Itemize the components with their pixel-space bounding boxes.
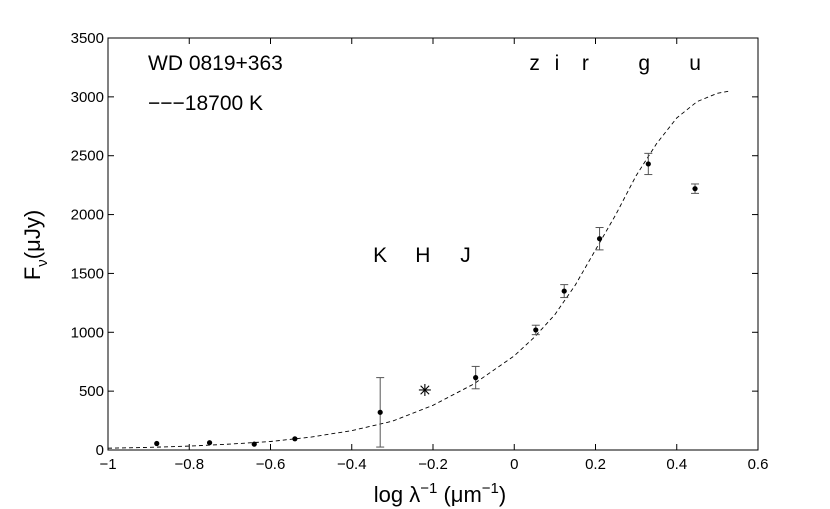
band-label-u: u bbox=[689, 52, 701, 75]
data-point bbox=[561, 288, 567, 294]
y-tick-label: 500 bbox=[79, 383, 104, 400]
data-point bbox=[533, 327, 539, 333]
band-label-g: g bbox=[638, 52, 650, 75]
band-label-z: z bbox=[529, 52, 540, 75]
x-tick-label: 0 bbox=[510, 456, 518, 473]
data-point bbox=[377, 409, 383, 415]
x-tick-label: −0.6 bbox=[256, 456, 286, 473]
data-points-layer bbox=[154, 152, 700, 448]
y-axis-title-sub: ν bbox=[34, 259, 51, 267]
x-axis-title-sup: −1 bbox=[420, 480, 437, 497]
band-label-r: r bbox=[582, 52, 589, 75]
band-label-H: H bbox=[415, 244, 430, 267]
y-tick-label: 2500 bbox=[71, 148, 104, 165]
x-tick-label: 0.4 bbox=[666, 456, 687, 473]
star-marker-stroke bbox=[420, 385, 430, 395]
band-labels-layer: z i r g u K H J bbox=[373, 52, 701, 267]
star-marker bbox=[418, 383, 431, 396]
band-label-J: J bbox=[460, 244, 471, 267]
band-label-i: i bbox=[555, 52, 560, 75]
data-point bbox=[473, 375, 479, 381]
x-tick-label: −1 bbox=[99, 456, 116, 473]
x-tick-label: 0.2 bbox=[585, 456, 606, 473]
data-point bbox=[596, 236, 603, 242]
data-point bbox=[251, 441, 257, 447]
x-tick-label: −0.2 bbox=[418, 456, 448, 473]
data-point bbox=[206, 440, 213, 446]
x-axis-title-unit-open: (μm bbox=[437, 482, 481, 507]
model-curve-line bbox=[107, 90, 730, 449]
x-axis-title: log λ−1 (μm−1) bbox=[374, 480, 506, 507]
data-point bbox=[154, 440, 160, 447]
data-point bbox=[645, 161, 651, 167]
data-point bbox=[292, 436, 298, 442]
x-axis-title-base: log λ bbox=[374, 482, 420, 507]
x-tick-label: −0.8 bbox=[174, 456, 204, 473]
model-curve-layer bbox=[107, 90, 730, 449]
data-point bbox=[692, 186, 698, 192]
band-label-K: K bbox=[373, 244, 387, 267]
y-axis-title-unit: (μJy) bbox=[20, 210, 45, 259]
y-tick-label: 1000 bbox=[71, 324, 104, 341]
model-temperature-label: −−−18700 K bbox=[148, 92, 263, 115]
y-tick-label: 0 bbox=[96, 442, 104, 459]
y-tick-label: 1500 bbox=[71, 265, 104, 282]
x-axis-title-unit-sup: −1 bbox=[482, 480, 499, 497]
y-tick-label: 2000 bbox=[71, 207, 104, 224]
x-axis-title-unit-close: ) bbox=[499, 482, 506, 507]
x-tick-label: −0.4 bbox=[337, 456, 367, 473]
object-name-label: WD 0819+363 bbox=[148, 52, 283, 75]
y-axis-title-base: F bbox=[20, 267, 45, 280]
y-tick-label: 3500 bbox=[71, 30, 104, 47]
y-tick-label: 3000 bbox=[71, 89, 104, 106]
axis-ticks-layer: −1 −0.8 −0.6 −0.4 −0.2 0 0.2 0.4 0.6 0 500 1000 1500… bbox=[71, 30, 769, 473]
x-tick-label: 0.6 bbox=[748, 456, 769, 473]
y-axis-title: Fν(μJy) bbox=[20, 210, 51, 280]
